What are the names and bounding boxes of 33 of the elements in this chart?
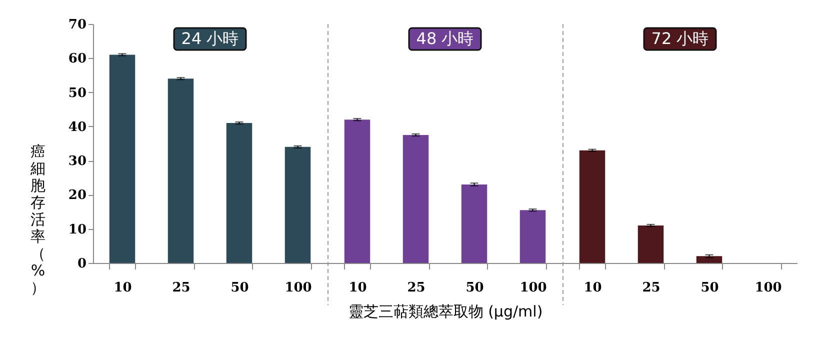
x-tick-label: 50	[230, 280, 249, 296]
bar	[402, 134, 429, 263]
x-tick-label: 100	[520, 280, 547, 296]
chart-title: 24 小時	[181, 29, 239, 48]
y-tick-label: 30	[68, 154, 86, 170]
chart-title: 48 小時	[416, 29, 474, 48]
x-tick-label: 50	[466, 280, 484, 296]
bar	[109, 54, 136, 263]
x-tick-label: 25	[407, 280, 426, 296]
y-tick-label: 10	[68, 222, 86, 238]
x-tick-label: 10	[348, 280, 367, 296]
y-tick-label: 40	[68, 120, 86, 135]
bar	[344, 120, 370, 263]
x-tick-label: 25	[172, 280, 190, 296]
x-tick-label: 50	[700, 280, 719, 296]
x-tick-label: 10	[114, 280, 132, 296]
bar	[520, 210, 546, 263]
y-tick-label: 60	[68, 52, 86, 67]
x-tick-label: 100	[284, 280, 312, 296]
y-tick-label: 0	[77, 256, 86, 272]
y-tick-label: 50	[68, 86, 86, 101]
x-axis-title: 靈芝三萜類總萃取物 (μg/ml)	[348, 302, 543, 320]
x-tick-label: 25	[642, 280, 660, 296]
x-tick-label: 10	[584, 280, 602, 296]
text: 癌細胞存活率（%）	[30, 142, 46, 296]
y-tick-label: 70	[68, 18, 86, 32]
y-tick-label: 20	[68, 188, 86, 204]
bar	[226, 123, 252, 263]
chart-title: 72 小時	[651, 29, 709, 48]
bar	[284, 146, 311, 263]
x-tick-label: 100	[754, 280, 782, 296]
bar	[168, 78, 194, 263]
bar	[461, 184, 488, 263]
